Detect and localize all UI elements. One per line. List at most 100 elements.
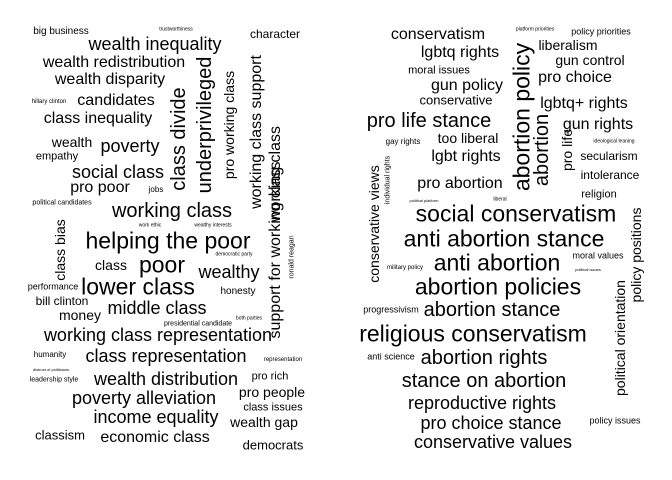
cloud-word: wealth redistribution (42, 54, 186, 71)
cloud-word: social class (71, 162, 165, 182)
cloud-word: political issues (575, 267, 601, 272)
cloud-word: performance (27, 281, 79, 292)
cloud-word: ideological leaning (593, 138, 635, 145)
cloud-word: class inequality (43, 110, 153, 127)
cloud-word: abortion policies (414, 273, 582, 300)
cloud-word: political platform (409, 198, 439, 203)
cloud-word: working class support (248, 55, 265, 209)
cloud-word: wealth gap (230, 414, 298, 430)
cloud-word: gun rights (562, 116, 634, 133)
cloud-word: wealth (51, 134, 93, 150)
cloud-word: liberal (493, 196, 507, 203)
cloud-word: conservative (419, 92, 493, 108)
cloud-word: religious conservatism (359, 320, 587, 347)
cloud-word: poor (138, 251, 186, 278)
cloud-word: wealth distribution (93, 369, 239, 389)
cloud-word: pro choice stance (420, 413, 562, 433)
cloud-word: pro rich (251, 370, 289, 383)
cloud-word: class representation (85, 346, 247, 366)
cloud-word: classism (35, 427, 85, 443)
cloud-word: abortion stance (423, 299, 561, 321)
cloud-word: individual rights (384, 155, 392, 205)
cloud-word: class issues (243, 401, 303, 414)
cloud-word: pro life (559, 128, 575, 172)
cloud-word: too liberal (437, 130, 499, 146)
cloud-word: secularism (580, 149, 638, 163)
cloud-word: support for working class (267, 161, 284, 339)
cloud-word: stance on abortion (401, 370, 567, 392)
cloud-word: ronald reagan (288, 235, 296, 279)
cloud-word: military policy (386, 265, 424, 271)
cloud-word: anti science (367, 351, 415, 362)
cloud-word: lower class (81, 273, 195, 300)
cloud-word: empathy (35, 150, 79, 163)
cloud-word: pro people (238, 384, 306, 400)
cloud-word: gay rights (385, 137, 421, 146)
cloud-word: democrats (242, 437, 304, 453)
cloud-word: bill clinton (35, 294, 89, 308)
word-cloud-left: big business trustworthiness character weal… (27, 26, 306, 453)
cloud-word: money (58, 307, 102, 323)
word-cloud-right: conservatism platform priorities policy pr… (336, 0, 672, 480)
cloud-word: working class (111, 200, 233, 222)
cloud-word: liberalism (538, 37, 598, 53)
cloud-word: big business (33, 26, 89, 37)
cloud-word: candidates (77, 92, 155, 109)
cloud-word: helping the poor (85, 227, 251, 254)
cloud-word: political orientation (612, 280, 628, 396)
cloud-word: both parties (235, 315, 263, 322)
cloud-word: democratic party (215, 251, 253, 258)
cloud-word: class (95, 257, 127, 273)
cloud-word: distrust of politicians (32, 367, 70, 372)
cloud-word: class divide (168, 87, 190, 191)
cloud-word: abortion rights (420, 347, 548, 369)
cloud-word: pro working class (221, 70, 237, 180)
cloud-word: character (249, 27, 301, 41)
cloud-word: intolerance (580, 168, 640, 182)
cloud-word: reproductive rights (407, 393, 557, 413)
cloud-word: trustworthiness (159, 26, 193, 33)
cloud-word: poverty alleviation (71, 388, 217, 408)
cloud-word: policy positions (628, 207, 644, 303)
cloud-word: abortion (531, 113, 553, 187)
cloud-word: humanity (33, 350, 67, 359)
cloud-word: income equality (93, 407, 219, 427)
cloud-word: representation (263, 357, 303, 363)
cloud-word: pro abortion (417, 175, 503, 192)
cloud-word: progressivism (363, 304, 419, 315)
cloud-word: policy priorities (571, 26, 631, 37)
cloud-word: working class representation (43, 325, 273, 345)
cloud-word: moral values (572, 250, 624, 261)
cloud-word: lgbtq rights (420, 44, 500, 61)
cloud-word: gun policy (430, 77, 504, 94)
cloud-word: pro choice (538, 69, 612, 86)
cloud-word: conservative values (413, 432, 573, 452)
cloud-word: presidential candidate (163, 320, 233, 328)
cloud-word: platform priorities (515, 26, 555, 33)
cloud-word: conservatism (390, 26, 486, 43)
cloud-word: anti abortion stance (403, 225, 605, 252)
cloud-word: class bias (52, 219, 68, 281)
cloud-word: lgbtq+ rights (540, 95, 628, 112)
cloud-word: lgbt rights (431, 148, 501, 165)
cloud-word: pro poor (70, 179, 130, 196)
cloud-word: middle class (107, 298, 207, 318)
cloud-word: underprivileged (194, 56, 216, 194)
cloud-word: leadership style (29, 376, 79, 384)
cloud-word: conservative views (366, 165, 382, 283)
cloud-word: gun control (555, 52, 625, 68)
cloud-word: political candidates (32, 199, 92, 207)
cloud-word: wealth disparity (54, 71, 166, 88)
cloud-word: work ethic (138, 222, 162, 229)
cloud-word: policy issues (589, 415, 641, 426)
cloud-word: religion (581, 188, 617, 201)
cloud-word: social conservatism (415, 200, 617, 227)
cloud-word: economic class (100, 429, 210, 446)
cloud-word: hillary clinton (31, 99, 67, 105)
cloud-word: honesty (220, 286, 256, 297)
cloud-word: anti abortion (433, 249, 561, 276)
cloud-word: poverty (100, 136, 160, 156)
cloud-word: jobs (148, 185, 164, 194)
cloud-word: wealthy (198, 262, 260, 282)
